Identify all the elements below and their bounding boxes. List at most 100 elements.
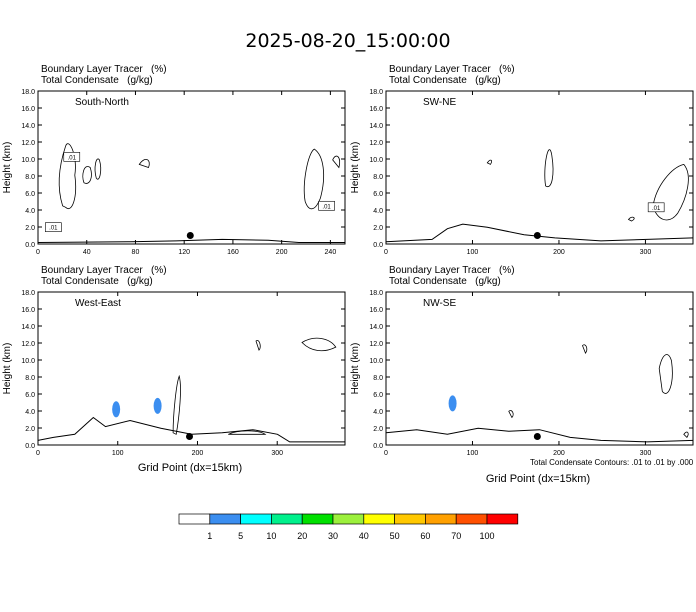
plot-west-east: 0.0 2.0 4.0 6.0 8.0 10.0 12.0 14.0 16.0 18.0 Heigh… bbox=[2, 290, 346, 457]
header-line1: Boundary Layer Tracer (%) bbox=[41, 64, 167, 75]
y-tick-label: 14.0 bbox=[21, 123, 35, 130]
colorbar-label: 10 bbox=[266, 531, 276, 541]
y-tick-label: 14.0 bbox=[369, 324, 383, 331]
y-tick-label: 18.0 bbox=[369, 89, 383, 96]
plot-frame bbox=[37, 291, 346, 446]
colorbar-label: 5 bbox=[238, 531, 243, 541]
condensate-contour bbox=[332, 155, 341, 169]
y-tick-label: 8.0 bbox=[25, 375, 35, 382]
plot-frame bbox=[385, 90, 694, 245]
plot-frame bbox=[385, 291, 694, 446]
colorbar-label: 1 bbox=[207, 531, 212, 541]
x-tick-label: 200 bbox=[192, 450, 204, 457]
y-tick-label: 16.0 bbox=[21, 307, 35, 314]
condensate-contour bbox=[544, 149, 554, 188]
x-tick-label: 0 bbox=[36, 450, 40, 457]
y-tick-label: 18.0 bbox=[369, 290, 383, 297]
y-tick-label: 2.0 bbox=[25, 225, 35, 232]
condensate-contour bbox=[82, 166, 92, 184]
y-tick-label: 18.0 bbox=[21, 89, 35, 96]
tracer-shaded-area bbox=[448, 395, 457, 412]
boundary-layer-line bbox=[385, 223, 694, 243]
condensate-contour bbox=[228, 430, 267, 435]
x-tick-label: 200 bbox=[553, 249, 565, 256]
plot-nw-se: 0.0 2.0 4.0 6.0 8.0 10.0 12.0 14.0 16.0 18.0 Heigh… bbox=[350, 290, 694, 457]
colorbar-swatch bbox=[178, 513, 211, 525]
colorbar-swatch bbox=[271, 513, 303, 525]
plot-frame bbox=[37, 90, 346, 245]
y-tick-label: 12.0 bbox=[369, 140, 383, 147]
colorbar-swatch bbox=[486, 513, 519, 525]
header-line2: Total Condensate (g/kg) bbox=[389, 276, 501, 287]
y-axis-title: Height (km) bbox=[350, 142, 361, 194]
x-tick-label: 300 bbox=[640, 249, 652, 256]
y-tick-label: 10.0 bbox=[369, 157, 383, 164]
condensate-contour bbox=[582, 344, 588, 355]
contour-label: .01 bbox=[322, 204, 331, 210]
y-tick-label: 16.0 bbox=[21, 106, 35, 113]
colorbar-label: 20 bbox=[297, 531, 307, 541]
colorbar-label: 60 bbox=[420, 531, 430, 541]
panel-header-south-north: Boundary Layer Tracer (%) Total Condensa… bbox=[41, 64, 167, 86]
header-line2: Total Condensate (g/kg) bbox=[389, 75, 501, 86]
y-tick-label: 4.0 bbox=[373, 208, 383, 215]
y-tick-label: 6.0 bbox=[25, 191, 35, 198]
location-marker bbox=[533, 232, 541, 239]
cross-section-label: West-East bbox=[75, 298, 121, 309]
x-tick-label: 100 bbox=[467, 249, 479, 256]
contour-label-box bbox=[45, 222, 62, 232]
colorbar-swatch bbox=[301, 513, 334, 525]
y-tick-label: 14.0 bbox=[369, 123, 383, 130]
y-tick-label: 0.0 bbox=[25, 242, 35, 249]
y-tick-label: 12.0 bbox=[369, 341, 383, 348]
figure-title: 2025-08-20_15:00:00 bbox=[245, 30, 451, 52]
x-tick-label: 40 bbox=[83, 249, 91, 256]
plot-sw-ne: 0.0 2.0 4.0 6.0 8.0 10.0 12.0 14.0 16.0 18.0 Heigh… bbox=[350, 89, 694, 256]
x-tick-label: 80 bbox=[132, 249, 140, 256]
condensate-contour bbox=[683, 431, 689, 439]
y-tick-label: 16.0 bbox=[369, 106, 383, 113]
condensate-contour bbox=[508, 410, 514, 419]
colorbar-swatch bbox=[394, 513, 426, 525]
boundary-layer-line bbox=[385, 427, 694, 443]
y-tick-label: 14.0 bbox=[21, 324, 35, 331]
header-line1: Boundary Layer Tracer (%) bbox=[41, 265, 167, 276]
header-line2: Total Condensate (g/kg) bbox=[41, 276, 153, 287]
panel-header-west-east: Boundary Layer Tracer (%) Total Condensa… bbox=[41, 265, 167, 287]
y-tick-label: 10.0 bbox=[21, 358, 35, 365]
condensate-contour bbox=[255, 339, 261, 351]
colorbar-label: 30 bbox=[328, 531, 338, 541]
condensate-contour bbox=[303, 148, 325, 210]
colorbar-swatch bbox=[332, 513, 365, 525]
panel-header-sw-ne: Boundary Layer Tracer (%) Total Condensa… bbox=[389, 64, 515, 86]
y-tick-label: 8.0 bbox=[373, 375, 383, 382]
y-tick-label: 4.0 bbox=[25, 409, 35, 416]
colorbar-swatch bbox=[455, 513, 488, 525]
y-axis-title: Height (km) bbox=[2, 142, 13, 194]
x-tick-label: 240 bbox=[325, 249, 337, 256]
header-line1: Boundary Layer Tracer (%) bbox=[389, 64, 515, 75]
y-tick-label: 16.0 bbox=[369, 307, 383, 314]
panel-header-nw-se: Boundary Layer Tracer (%) Total Condensa… bbox=[389, 265, 515, 287]
y-tick-label: 0.0 bbox=[373, 443, 383, 450]
y-tick-label: 2.0 bbox=[373, 426, 383, 433]
contour-label: .01 bbox=[49, 226, 58, 232]
y-tick-label: 8.0 bbox=[25, 174, 35, 181]
x-tick-label: 0 bbox=[384, 249, 388, 256]
header-line1: Boundary Layer Tracer (%) bbox=[389, 265, 515, 276]
y-tick-label: 18.0 bbox=[21, 290, 35, 297]
y-tick-label: 10.0 bbox=[369, 358, 383, 365]
condensate-contour bbox=[172, 374, 181, 435]
condensate-contour bbox=[301, 337, 337, 352]
contour-footnote: Total Condensate Contours: .01 to .01 by… bbox=[530, 458, 694, 467]
condensate-contour bbox=[627, 216, 635, 222]
condensate-contour bbox=[138, 158, 150, 168]
y-tick-label: 0.0 bbox=[373, 242, 383, 249]
colorbar-swatch bbox=[240, 513, 272, 525]
condensate-contour bbox=[94, 158, 102, 180]
cross-section-label: SW-NE bbox=[423, 97, 456, 108]
x-axis-title-west-east: Grid Point (dx=15km) bbox=[137, 462, 243, 474]
y-tick-label: 12.0 bbox=[21, 341, 35, 348]
colorbar-label: 100 bbox=[479, 531, 494, 541]
